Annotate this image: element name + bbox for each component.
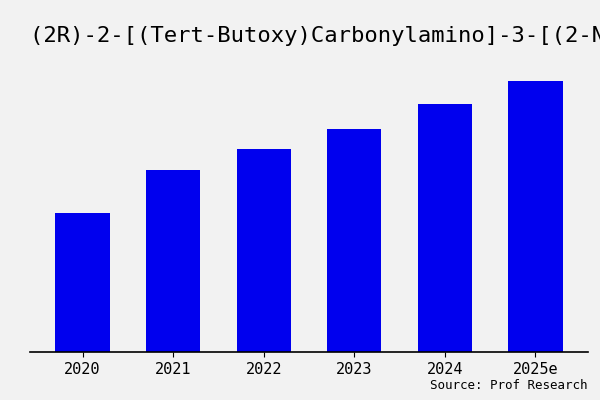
- Bar: [55, 213, 110, 352]
- Bar: [418, 104, 472, 352]
- Bar: [327, 129, 382, 352]
- Text: (2R)-2-[(Tert-Butoxy)Carbonylamino]-3-[(2-Nitrophenyl)Amino]Propanoic Acid Marke: (2R)-2-[(Tert-Butoxy)Carbonylamino]-3-[(…: [30, 26, 600, 46]
- Bar: [508, 81, 563, 352]
- Text: Source: Prof Research: Source: Prof Research: [431, 379, 588, 392]
- Bar: [146, 170, 200, 352]
- Bar: [236, 149, 291, 352]
